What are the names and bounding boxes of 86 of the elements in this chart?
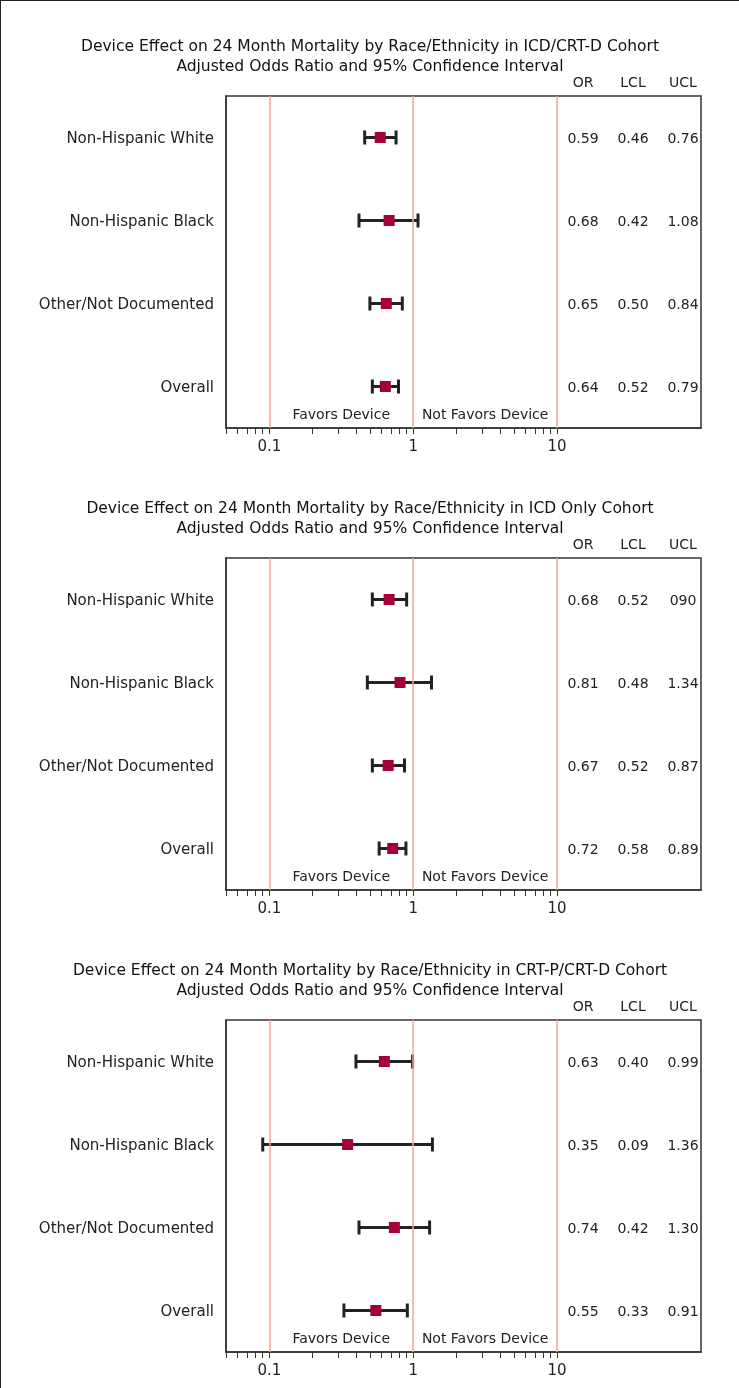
annotation: 0.52: [617, 591, 649, 608]
x-tick-label: 1: [408, 898, 418, 917]
text: LCL: [620, 536, 646, 552]
annotation: 0.68: [567, 212, 599, 229]
annotation: 0.72: [567, 840, 599, 857]
y-tick-label: Other/Not Documented: [38, 756, 214, 775]
y-tick-label: Non-Hispanic Black: [69, 211, 215, 230]
annotation: 0.68: [567, 591, 599, 608]
y-tick-label: Other/Not Documented: [38, 1218, 214, 1237]
text: UCL: [669, 998, 698, 1014]
point: [383, 215, 395, 226]
x-tick-label: 0.1: [257, 436, 282, 455]
annotation: 0.91: [667, 1302, 699, 1319]
point: [387, 843, 399, 854]
annotation: 0.48: [617, 674, 649, 691]
annotation: 0.89: [667, 840, 699, 857]
y-tick-label: Overall: [160, 377, 214, 396]
point: [380, 298, 392, 309]
annotation: 0.42: [617, 1219, 649, 1236]
annotation: Not Favors Device: [421, 406, 549, 422]
text: UCL: [669, 74, 698, 90]
text: LCL: [620, 74, 646, 90]
annotation: 0.40: [617, 1053, 649, 1070]
annotation: 0.84: [667, 295, 699, 312]
x-tick-label: 10: [547, 436, 567, 455]
x-tick-label: 1: [408, 1360, 418, 1379]
y-tick-label: Other/Not Documented: [38, 294, 214, 313]
chart-subtitle: Adjusted Odds Ratio and 95% Confidence Interval: [176, 519, 564, 537]
x-tick-label: 10: [547, 898, 567, 917]
annotation: 0.55: [567, 1302, 599, 1319]
annotation: 1.36: [667, 1136, 699, 1153]
y-tick-label: Non-Hispanic Black: [69, 1135, 215, 1154]
text: LCL: [620, 998, 646, 1014]
text: OR: [572, 74, 594, 90]
point: [379, 381, 391, 392]
x-tick-label: 10: [547, 1360, 567, 1379]
annotation: 0.52: [617, 757, 649, 774]
chart-subtitle: Adjusted Odds Ratio and 95% Confidence Interval: [176, 57, 564, 75]
annotation: Favors Device: [292, 406, 391, 422]
chart-title: Device Effect on 24 Month Mortality by Race/Ethnicity in CRT-P/CRT-D Cohort: [72, 961, 668, 979]
annotation: 1.08: [667, 212, 699, 229]
annotation: Not Favors Device: [421, 1330, 549, 1346]
annotation: 0.79: [667, 378, 699, 395]
annotation: Not Favors Device: [421, 868, 549, 884]
annotation: 0.65: [567, 295, 599, 312]
annotation: 0.09: [617, 1136, 649, 1153]
annotation: 0.74: [567, 1219, 599, 1236]
y-tick-label: Non-Hispanic Black: [69, 673, 215, 692]
x-tick-label: 0.1: [257, 1360, 282, 1379]
annotation: 0.50: [617, 295, 649, 312]
annotation: 1.34: [667, 674, 699, 691]
text: OR: [572, 536, 594, 552]
y-tick-label: Non-Hispanic White: [66, 1052, 214, 1071]
annotation: Favors Device: [292, 1330, 391, 1346]
y-tick-label: Non-Hispanic White: [66, 128, 214, 147]
y-tick-label: Non-Hispanic White: [66, 590, 214, 609]
point: [382, 760, 394, 771]
annotation: 0.87: [667, 757, 699, 774]
annotation: 0.46: [617, 129, 649, 146]
point: [374, 132, 386, 143]
annotation: 0.64: [567, 378, 599, 395]
annotation: 0.81: [567, 674, 599, 691]
annotation: 0.52: [617, 378, 649, 395]
text: UCL: [669, 536, 698, 552]
chart-title: Device Effect on 24 Month Mortality by Race/Ethnicity in ICD/CRT-D Cohort: [80, 37, 660, 55]
x-tick-label: 1: [408, 436, 418, 455]
x-tick-label: 0.1: [257, 898, 282, 917]
annotation: 0.99: [667, 1053, 699, 1070]
annotation: 0.58: [617, 840, 649, 857]
annotation: 090: [669, 591, 697, 608]
annotation: 0.76: [667, 129, 699, 146]
annotation: 0.35: [567, 1136, 599, 1153]
annotation: 0.67: [567, 757, 599, 774]
annotation: 0.33: [617, 1302, 649, 1319]
annotation: 0.63: [567, 1053, 599, 1070]
annotation: Favors Device: [292, 868, 391, 884]
point: [394, 677, 406, 688]
annotation: 1.30: [667, 1219, 699, 1236]
y-tick-label: Overall: [160, 1301, 214, 1320]
annotation: 0.42: [617, 212, 649, 229]
y-tick-label: Overall: [160, 839, 214, 858]
chart-title: Device Effect on 24 Month Mortality by Race/Ethnicity in ICD Only Cohort: [86, 499, 654, 517]
chart-subtitle: Adjusted Odds Ratio and 95% Confidence Interval: [176, 981, 564, 999]
point: [383, 594, 395, 605]
annotation: 0.59: [567, 129, 599, 146]
text: OR: [572, 998, 594, 1014]
